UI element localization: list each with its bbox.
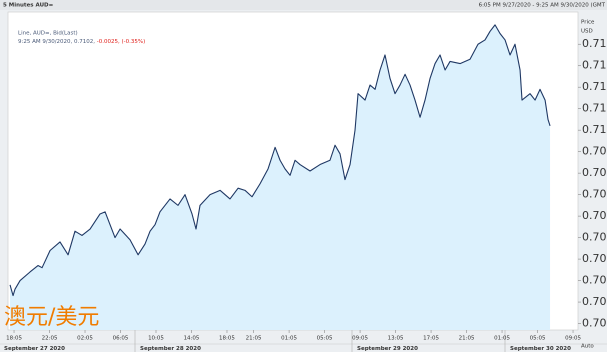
y-tick-label: 0.711 — [582, 102, 607, 115]
chart-title: 5 Minutes AUD= — [3, 3, 54, 9]
date-label: September 27 2020 — [4, 346, 65, 352]
y-tick-label: 0.714 — [582, 37, 607, 50]
x-tick-label: 21:05 — [246, 336, 262, 342]
chart-subtitle: 6:05 PM 9/27/2020 - 9:25 AM 9/30/2020 (G… — [479, 3, 606, 9]
y-tick-label: 0.712 — [582, 80, 607, 93]
y-tick-label: 0.701 — [582, 317, 607, 330]
x-tick-label: 10:05 — [148, 336, 164, 342]
y-tick-label: 0.706 — [582, 209, 607, 222]
x-tick-label: 01:05 — [494, 336, 510, 342]
x-tick-label: 06:05 — [113, 336, 129, 342]
y-axis-label: Price — [581, 20, 595, 26]
x-tick-label: 05:05 — [317, 336, 333, 342]
y-tick-label: 0.708 — [582, 166, 607, 179]
date-label: September 28 2020 — [140, 346, 201, 352]
x-tick-label: 13:05 — [388, 336, 404, 342]
y-tick-label: 0.709 — [582, 145, 607, 158]
line — [9, 24, 551, 297]
x-tick-label: 18:05 — [219, 336, 235, 342]
legend-change: -0.0025, (-0.35%) — [97, 39, 145, 45]
y-tick-label: 0.713 — [582, 59, 607, 72]
legend-detail: 9:25 AM 9/30/2020, 0.7102, -0.0025, (-0.… — [18, 39, 145, 45]
legend-time-price: 9:25 AM 9/30/2020, 0.7102, — [18, 39, 95, 45]
y-tick-label: 0.702 — [582, 295, 607, 308]
y-axis-unit: USD — [581, 29, 593, 35]
y-tick-label: 0.703 — [582, 274, 607, 287]
header-bar — [0, 0, 607, 10]
x-tick-label: 09:05 — [565, 336, 581, 342]
date-label: September 30 2020 — [510, 346, 571, 352]
x-tick-label: 17:05 — [423, 336, 439, 342]
annotation: 澳元/美元 — [4, 305, 99, 330]
y-tick-label: 0.704 — [582, 252, 607, 265]
y-tick-label: 0.707 — [582, 188, 607, 201]
x-tick-label: 14:05 — [184, 336, 200, 342]
footer: Auto — [581, 344, 594, 350]
date-label: September 29 2020 — [357, 346, 418, 352]
x-tick-label: 22:05 — [42, 336, 58, 342]
x-tick-label: 09:05 — [352, 336, 368, 342]
x-tick-label: 21:05 — [459, 336, 475, 342]
legend-line: Line, AUD=, Bid(Last) — [18, 31, 78, 37]
y-tick-label: 0.705 — [582, 231, 607, 244]
x-tick-label: 01:05 — [281, 336, 297, 342]
y-tick-label: 0.71 — [582, 123, 607, 136]
x-tick-label: 02:05 — [77, 336, 93, 342]
x-tick-label: 05:05 — [530, 336, 546, 342]
x-tick-label: 18:05 — [6, 336, 22, 342]
plot — [9, 24, 551, 330]
